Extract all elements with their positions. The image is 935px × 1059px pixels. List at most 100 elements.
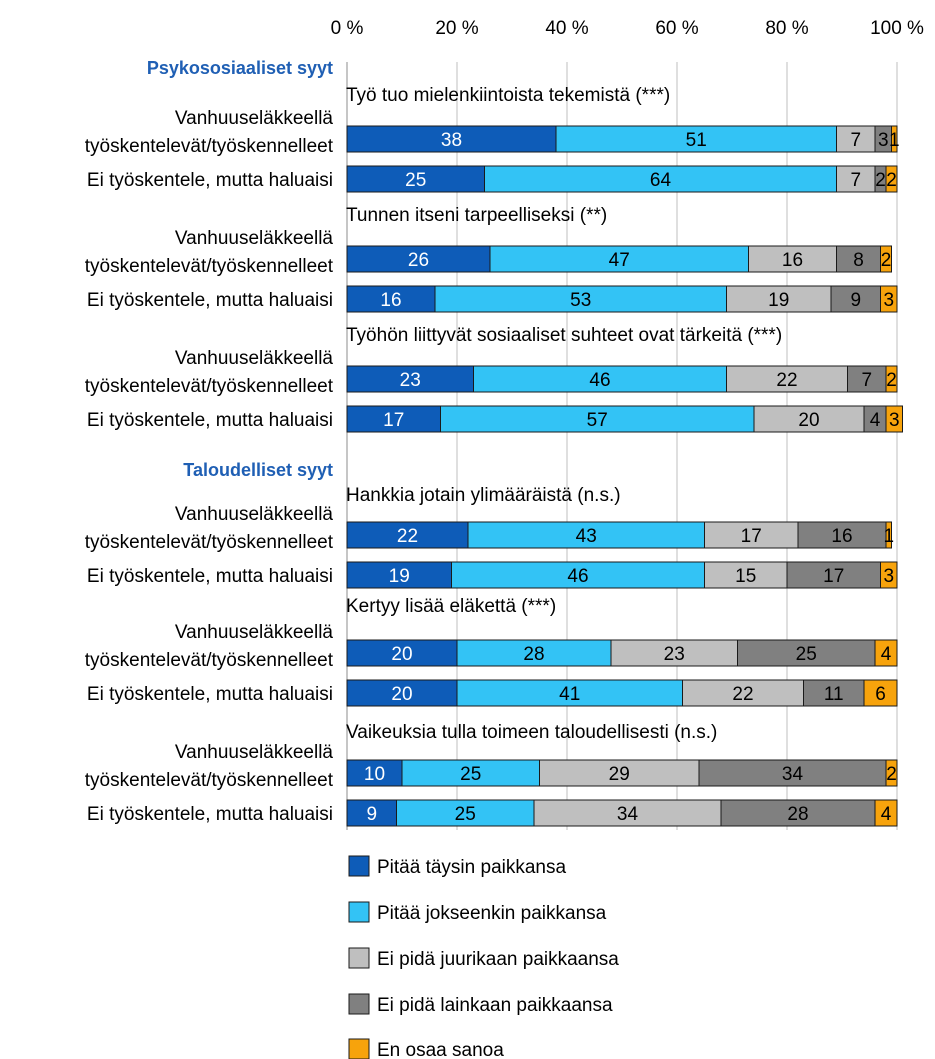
data-label: 3 — [883, 290, 894, 311]
row-label: työskentelevät/työskennelleet — [85, 650, 334, 671]
bar-segment — [346, 679, 458, 707]
bar-segment — [346, 521, 469, 549]
x-tick-label: 100 % — [870, 18, 924, 39]
data-label: 25 — [460, 764, 481, 785]
data-label: 11 — [824, 684, 844, 705]
data-label: 3 — [878, 130, 889, 151]
bar-segment — [726, 285, 832, 313]
bar-segment — [885, 759, 898, 787]
x-tick-label: 20 % — [435, 18, 478, 39]
row-label: Ei työskentele, mutta haluaisi — [87, 290, 333, 311]
data-label: 7 — [850, 170, 861, 191]
bar-segment — [346, 759, 403, 787]
question-label: Työhön liittyvät sosiaaliset suhteet ova… — [346, 325, 782, 346]
legend-label: Pitää jokseenkin paikkansa — [377, 903, 607, 924]
bar-segment — [803, 679, 865, 707]
data-label: 20 — [391, 684, 412, 705]
bar-segment — [704, 521, 799, 549]
bar-segment — [489, 245, 749, 273]
data-label: 34 — [782, 764, 804, 785]
data-label: 4 — [881, 804, 892, 825]
data-label: 28 — [523, 644, 544, 665]
data-label: 22 — [397, 526, 418, 547]
bar-segment — [726, 365, 848, 393]
row-label: työskentelevät/työskennelleet — [85, 532, 334, 553]
data-label: 64 — [650, 170, 672, 191]
bar-segment — [863, 679, 898, 707]
bar-segment — [467, 521, 705, 549]
data-label: 9 — [366, 804, 377, 825]
data-label: 16 — [831, 526, 852, 547]
bar-segment — [555, 125, 837, 153]
data-label: 43 — [576, 526, 597, 547]
data-label: 28 — [787, 804, 808, 825]
row-label: Vanhuuseläkkeellä — [175, 348, 334, 369]
data-label: 2 — [875, 170, 886, 191]
bar-segment — [874, 799, 898, 827]
bar-segment — [797, 521, 887, 549]
data-label: 15 — [735, 566, 756, 587]
bar-segment — [440, 405, 755, 433]
data-label: 3 — [889, 410, 900, 431]
question-label: Tunnen itseni tarpeelliseksi (**) — [346, 205, 607, 226]
data-label: 53 — [570, 290, 591, 311]
data-label: 6 — [875, 684, 886, 705]
bar-segment — [682, 679, 804, 707]
row-label: Ei työskentele, mutta haluaisi — [87, 804, 333, 825]
legend-swatch — [348, 993, 370, 1015]
row-label: työskentelevät/työskennelleet — [85, 376, 334, 397]
bar-segment — [836, 125, 876, 153]
data-label: 25 — [405, 170, 426, 191]
legend-swatch — [348, 855, 370, 877]
bar-segment — [885, 165, 898, 193]
bar-segment — [456, 639, 612, 667]
bar-segment — [396, 799, 535, 827]
data-label: 20 — [391, 644, 412, 665]
row-label: Vanhuuseläkkeellä — [175, 742, 334, 763]
data-label: 10 — [364, 764, 385, 785]
bar-segment — [748, 245, 837, 273]
data-label: 19 — [768, 290, 789, 311]
legend-label: Ei pidä lainkaan paikkaansa — [377, 995, 613, 1016]
legend-label: Pitää täysin paikkansa — [377, 857, 566, 878]
data-label: 22 — [732, 684, 753, 705]
x-tick-label: 80 % — [765, 18, 808, 39]
legend-swatch — [348, 1038, 370, 1059]
data-label: 26 — [408, 250, 429, 271]
bar-segment — [346, 365, 474, 393]
data-label: 47 — [609, 250, 630, 271]
data-label: 29 — [609, 764, 630, 785]
bar-segment — [885, 521, 892, 549]
legend-swatch — [348, 947, 370, 969]
data-label: 1 — [889, 130, 900, 151]
data-label: 8 — [853, 250, 864, 271]
bar-segment — [533, 799, 722, 827]
bar-segment — [346, 285, 436, 313]
data-label: 22 — [776, 370, 797, 391]
bar-segment — [720, 799, 876, 827]
data-label: 4 — [881, 644, 892, 665]
bar-segment — [880, 561, 898, 589]
x-tick-label: 60 % — [655, 18, 698, 39]
data-label: 41 — [559, 684, 580, 705]
row-label: työskentelevät/työskennelleet — [85, 136, 334, 157]
data-label: 17 — [823, 566, 844, 587]
data-label: 19 — [389, 566, 410, 587]
legend-swatch — [348, 901, 370, 923]
data-label: 46 — [567, 566, 588, 587]
bar-segment — [346, 165, 485, 193]
row-label: työskentelevät/työskennelleet — [85, 256, 334, 277]
row-label: Ei työskentele, mutta haluaisi — [87, 410, 333, 431]
data-label: 34 — [617, 804, 639, 825]
row-label: Vanhuuseläkkeellä — [175, 622, 334, 643]
row-label: Vanhuuseläkkeellä — [175, 504, 334, 525]
bar-segment — [830, 285, 881, 313]
question-label: Työ tuo mielenkiintoista tekemistä (***) — [346, 85, 670, 106]
data-label: 7 — [861, 370, 872, 391]
bar-segment — [786, 561, 881, 589]
bar-segment — [885, 365, 898, 393]
data-label: 20 — [798, 410, 819, 431]
data-label: 23 — [400, 370, 421, 391]
data-label: 23 — [664, 644, 685, 665]
